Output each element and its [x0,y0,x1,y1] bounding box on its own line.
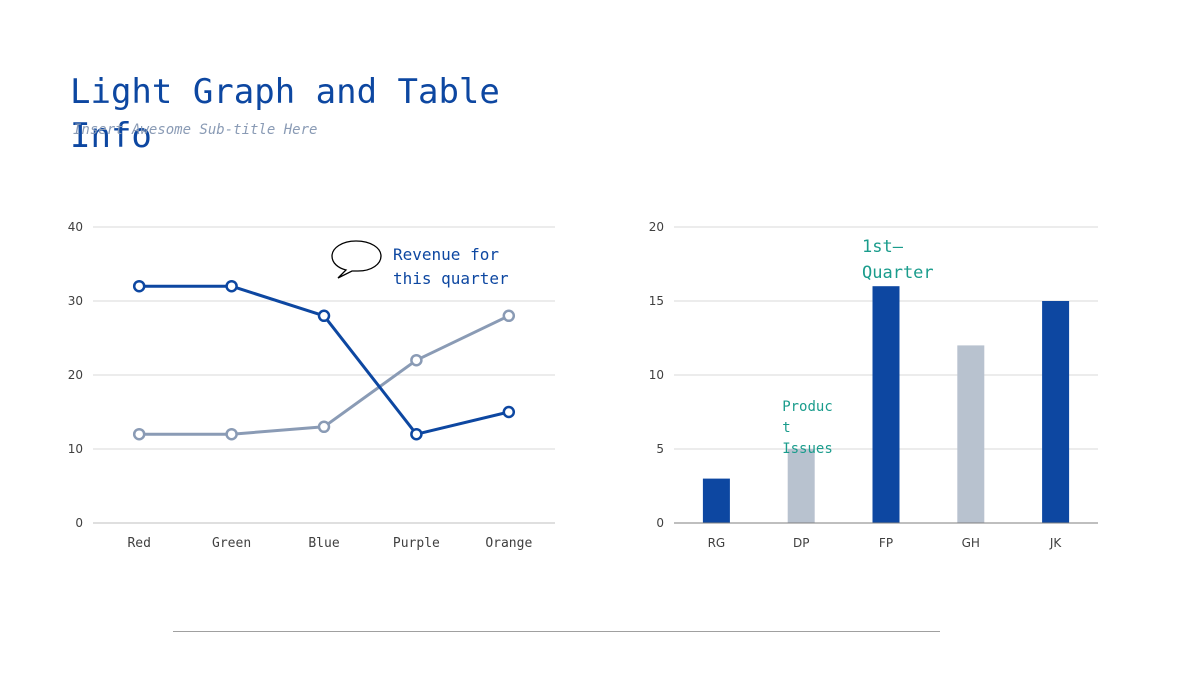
line-chart: 0 10 20 30 40 Red Green Blue Purple Orange Revenue… [68,220,555,551]
x-tick-label: FP [879,536,893,550]
annotation-quarter: 1st— [862,237,904,257]
y-tick-label: 20 [68,368,83,382]
y-tick-label: 30 [68,294,83,308]
annotation-product-issues: t [782,420,790,436]
x-tick-label: Blue [308,536,339,551]
data-point [502,309,516,323]
bar [957,345,985,523]
data-point [502,405,516,419]
data-point [410,427,423,441]
data-point [410,353,423,367]
y-tick-label: 0 [75,516,83,530]
annotation-quarter: Quarter [862,263,934,283]
data-point [317,309,331,323]
data-point [225,427,238,441]
footer-divider [173,631,940,632]
y-tick-label: 10 [68,442,83,456]
y-tick-label: 40 [68,220,83,234]
y-tick-label: 20 [649,220,664,234]
x-tick-label: Orange [485,536,532,551]
data-point [317,420,331,434]
data-point [225,279,238,293]
bar-chart: 0 5 10 15 20 RG DP FP GH JK 1st— Quarter Produc t Issu… [649,220,1098,550]
x-tick-label: DP [793,536,809,550]
y-tick-label: 0 [656,516,664,530]
y-tick-label: 15 [649,294,664,308]
slide-subtitle: Insert Awesome Sub-title Here [73,122,318,138]
x-tick-label: RG [708,536,726,550]
bar [1042,301,1070,523]
bar [787,449,815,523]
y-tick-label: 10 [649,368,664,382]
y-tick-label: 5 [656,442,664,456]
annotation-product-issues: Produc [782,399,833,415]
x-tick-label: Green [212,536,251,551]
bar [702,478,730,523]
speech-bubble-icon [331,240,382,279]
annotation-product-issues: Issues [782,441,833,457]
annotation-revenue: this quarter [393,269,509,288]
data-point [132,427,146,441]
bar [872,286,900,523]
x-tick-label: Red [127,536,150,551]
data-point [132,279,146,293]
x-tick-label: GH [962,536,980,550]
annotation-revenue: Revenue for [393,245,499,264]
slide-title: Light Graph and Table Info [70,72,500,156]
x-tick-label: JK [1049,536,1063,550]
x-tick-label: Purple [393,536,440,551]
